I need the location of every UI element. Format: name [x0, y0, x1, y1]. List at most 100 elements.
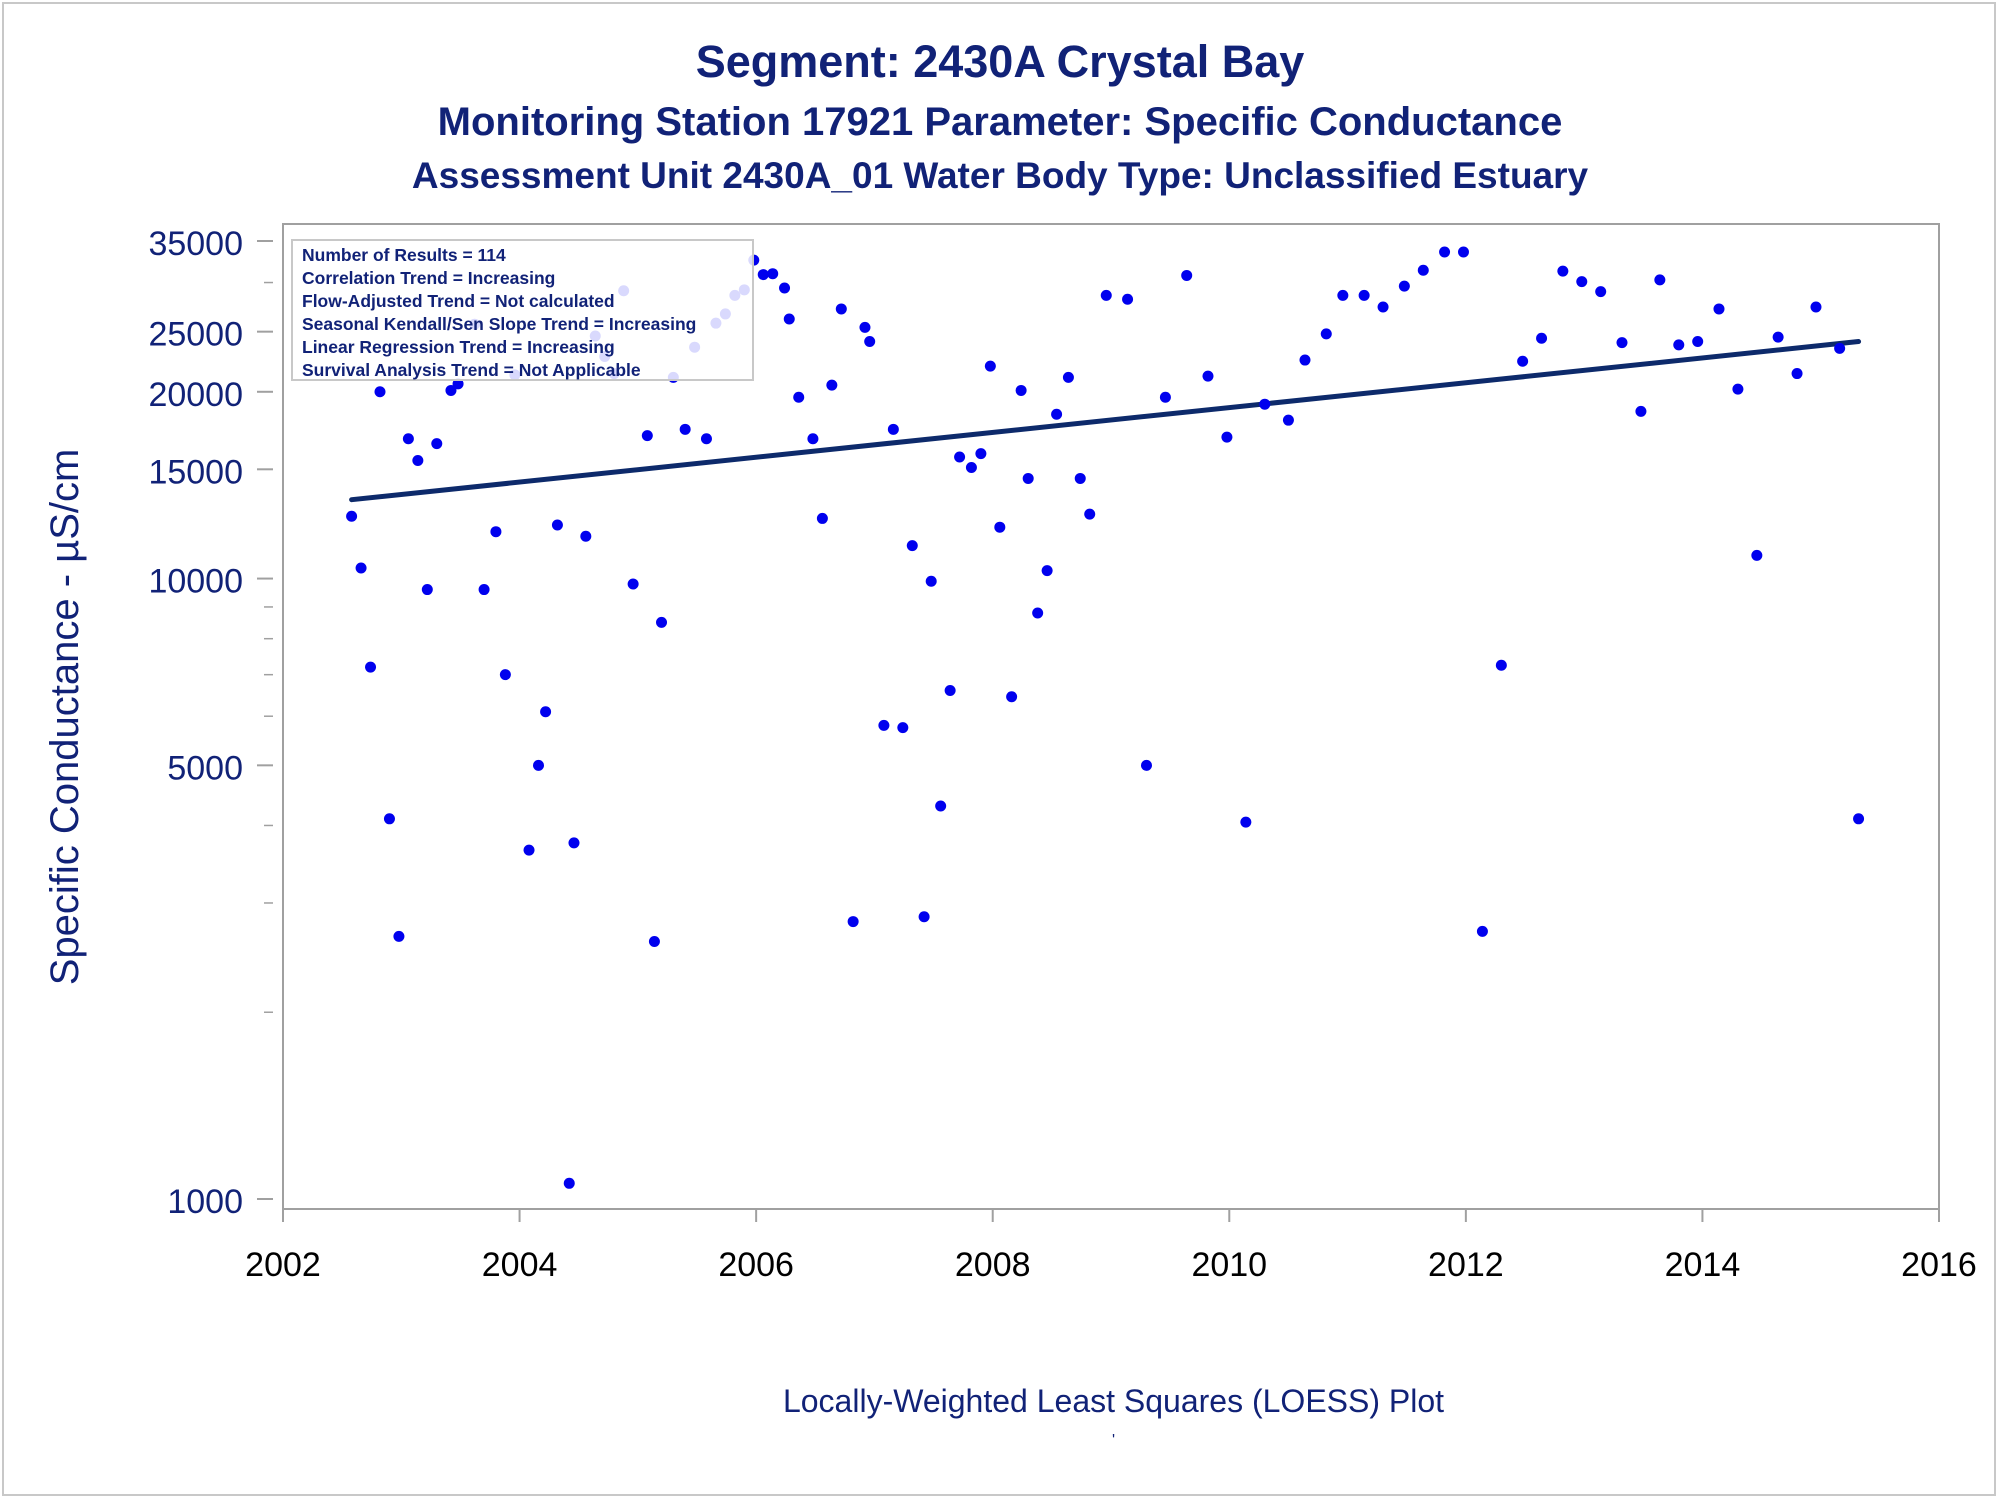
data-point — [1084, 508, 1096, 520]
data-point — [1100, 289, 1112, 301]
data-point — [1259, 398, 1271, 410]
data-point — [1140, 759, 1152, 771]
data-point — [944, 685, 956, 697]
data-point — [793, 391, 805, 403]
data-point — [1221, 431, 1233, 443]
data-point — [346, 510, 358, 522]
data-point — [452, 378, 464, 390]
data-point — [816, 512, 828, 524]
data-point — [1074, 472, 1086, 484]
data-point — [1299, 354, 1311, 366]
data-point — [847, 916, 859, 928]
stats-legend-box: Number of Results = 114 Correlation Trend… — [291, 239, 754, 381]
y-tick-label: 1000 — [167, 1183, 243, 1221]
data-point — [826, 379, 838, 391]
data-point — [1282, 414, 1294, 426]
plot-frame — [282, 223, 1940, 1210]
data-point — [1320, 328, 1332, 340]
x-tick-label: 2016 — [1901, 1246, 1977, 1284]
data-point — [383, 813, 395, 825]
y-axis-label: Specific Conductance - µS/cm — [43, 449, 87, 986]
y-axis: 1000 5000 10000 15000 20000 25000 35000 — [148, 225, 273, 1221]
data-point — [355, 562, 367, 574]
x-tick-label: 2010 — [1191, 1246, 1267, 1284]
stats-legend-line: Correlation Trend = Increasing — [302, 268, 555, 288]
data-point — [984, 360, 996, 372]
data-point — [767, 268, 779, 280]
data-point — [679, 423, 691, 435]
data-point — [1853, 813, 1865, 825]
data-point — [878, 719, 890, 731]
y-tick-label: 15000 — [148, 453, 243, 491]
data-point — [700, 433, 712, 445]
data-point — [523, 844, 535, 856]
data-point — [421, 584, 433, 596]
data-point — [1834, 342, 1846, 354]
data-point — [975, 448, 987, 460]
data-point — [1476, 925, 1488, 937]
data-point — [1006, 691, 1018, 703]
data-point — [648, 936, 660, 948]
data-point — [1495, 659, 1507, 671]
data-point — [835, 303, 847, 315]
data-point — [864, 336, 876, 348]
data-point — [918, 911, 930, 923]
data-point — [1439, 246, 1451, 258]
data-point — [1791, 368, 1803, 380]
data-point — [1457, 246, 1469, 258]
data-point — [783, 313, 795, 325]
data-point — [935, 800, 947, 812]
chart-title: Segment: 2430A Crystal Bay — [695, 36, 1305, 87]
data-point — [994, 521, 1006, 533]
y-tick-label: 25000 — [148, 316, 243, 354]
data-point — [1398, 280, 1410, 292]
data-point — [393, 930, 405, 942]
data-point — [1159, 391, 1171, 403]
data-point — [1751, 549, 1763, 561]
stats-legend-line: Survival Analysis Trend = Not Applicable — [302, 360, 641, 380]
data-point — [1062, 371, 1074, 383]
data-point — [627, 578, 639, 590]
data-point — [1635, 405, 1647, 417]
footnote: Locally-Weighted Least Squares (LOESS) P… — [782, 1383, 1445, 1419]
y-tick-label: 20000 — [148, 376, 243, 414]
data-point — [568, 837, 580, 849]
data-point — [897, 722, 909, 734]
data-point — [445, 384, 457, 396]
trend-line-group — [349, 339, 1862, 503]
data-point — [1616, 337, 1628, 349]
data-point — [478, 584, 490, 596]
data-point — [1536, 332, 1548, 344]
x-axis: 2002 2004 2006 2008 2010 2012 2014 2016 — [245, 1209, 1977, 1284]
stats-legend-line: Flow-Adjusted Trend = Not calculated — [302, 291, 615, 311]
data-point — [1358, 289, 1370, 301]
data-point — [965, 462, 977, 474]
chart-subtitle-2: Assessment Unit 2430A_01 Water Body Type… — [411, 155, 1589, 196]
data-point — [1041, 565, 1053, 577]
stats-legend-line: Seasonal Kendall/Sen Slope Trend = Incre… — [302, 314, 696, 334]
y-tick-label: 10000 — [148, 563, 243, 601]
data-point — [779, 282, 791, 294]
data-point — [1772, 331, 1784, 343]
data-point — [1732, 383, 1744, 395]
data-point — [641, 430, 653, 442]
data-point — [656, 616, 668, 628]
data-point — [490, 526, 502, 538]
footnote-mark: ' — [1112, 1432, 1116, 1449]
data-point — [551, 519, 563, 531]
y-tick-label: 5000 — [167, 749, 243, 787]
data-point — [807, 433, 819, 445]
data-point — [906, 540, 918, 552]
trend-line — [349, 339, 1862, 503]
data-point — [859, 321, 871, 333]
data-point — [1417, 264, 1429, 276]
data-point — [412, 454, 424, 466]
x-tick-label: 2006 — [718, 1246, 794, 1284]
x-tick-label: 2012 — [1428, 1246, 1504, 1284]
data-point — [1032, 607, 1044, 619]
data-point — [1713, 303, 1725, 315]
data-points — [346, 246, 1865, 1189]
x-tick-label: 2014 — [1665, 1246, 1741, 1284]
stats-legend-line: Number of Results = 114 — [302, 245, 506, 265]
data-point — [1810, 301, 1822, 313]
